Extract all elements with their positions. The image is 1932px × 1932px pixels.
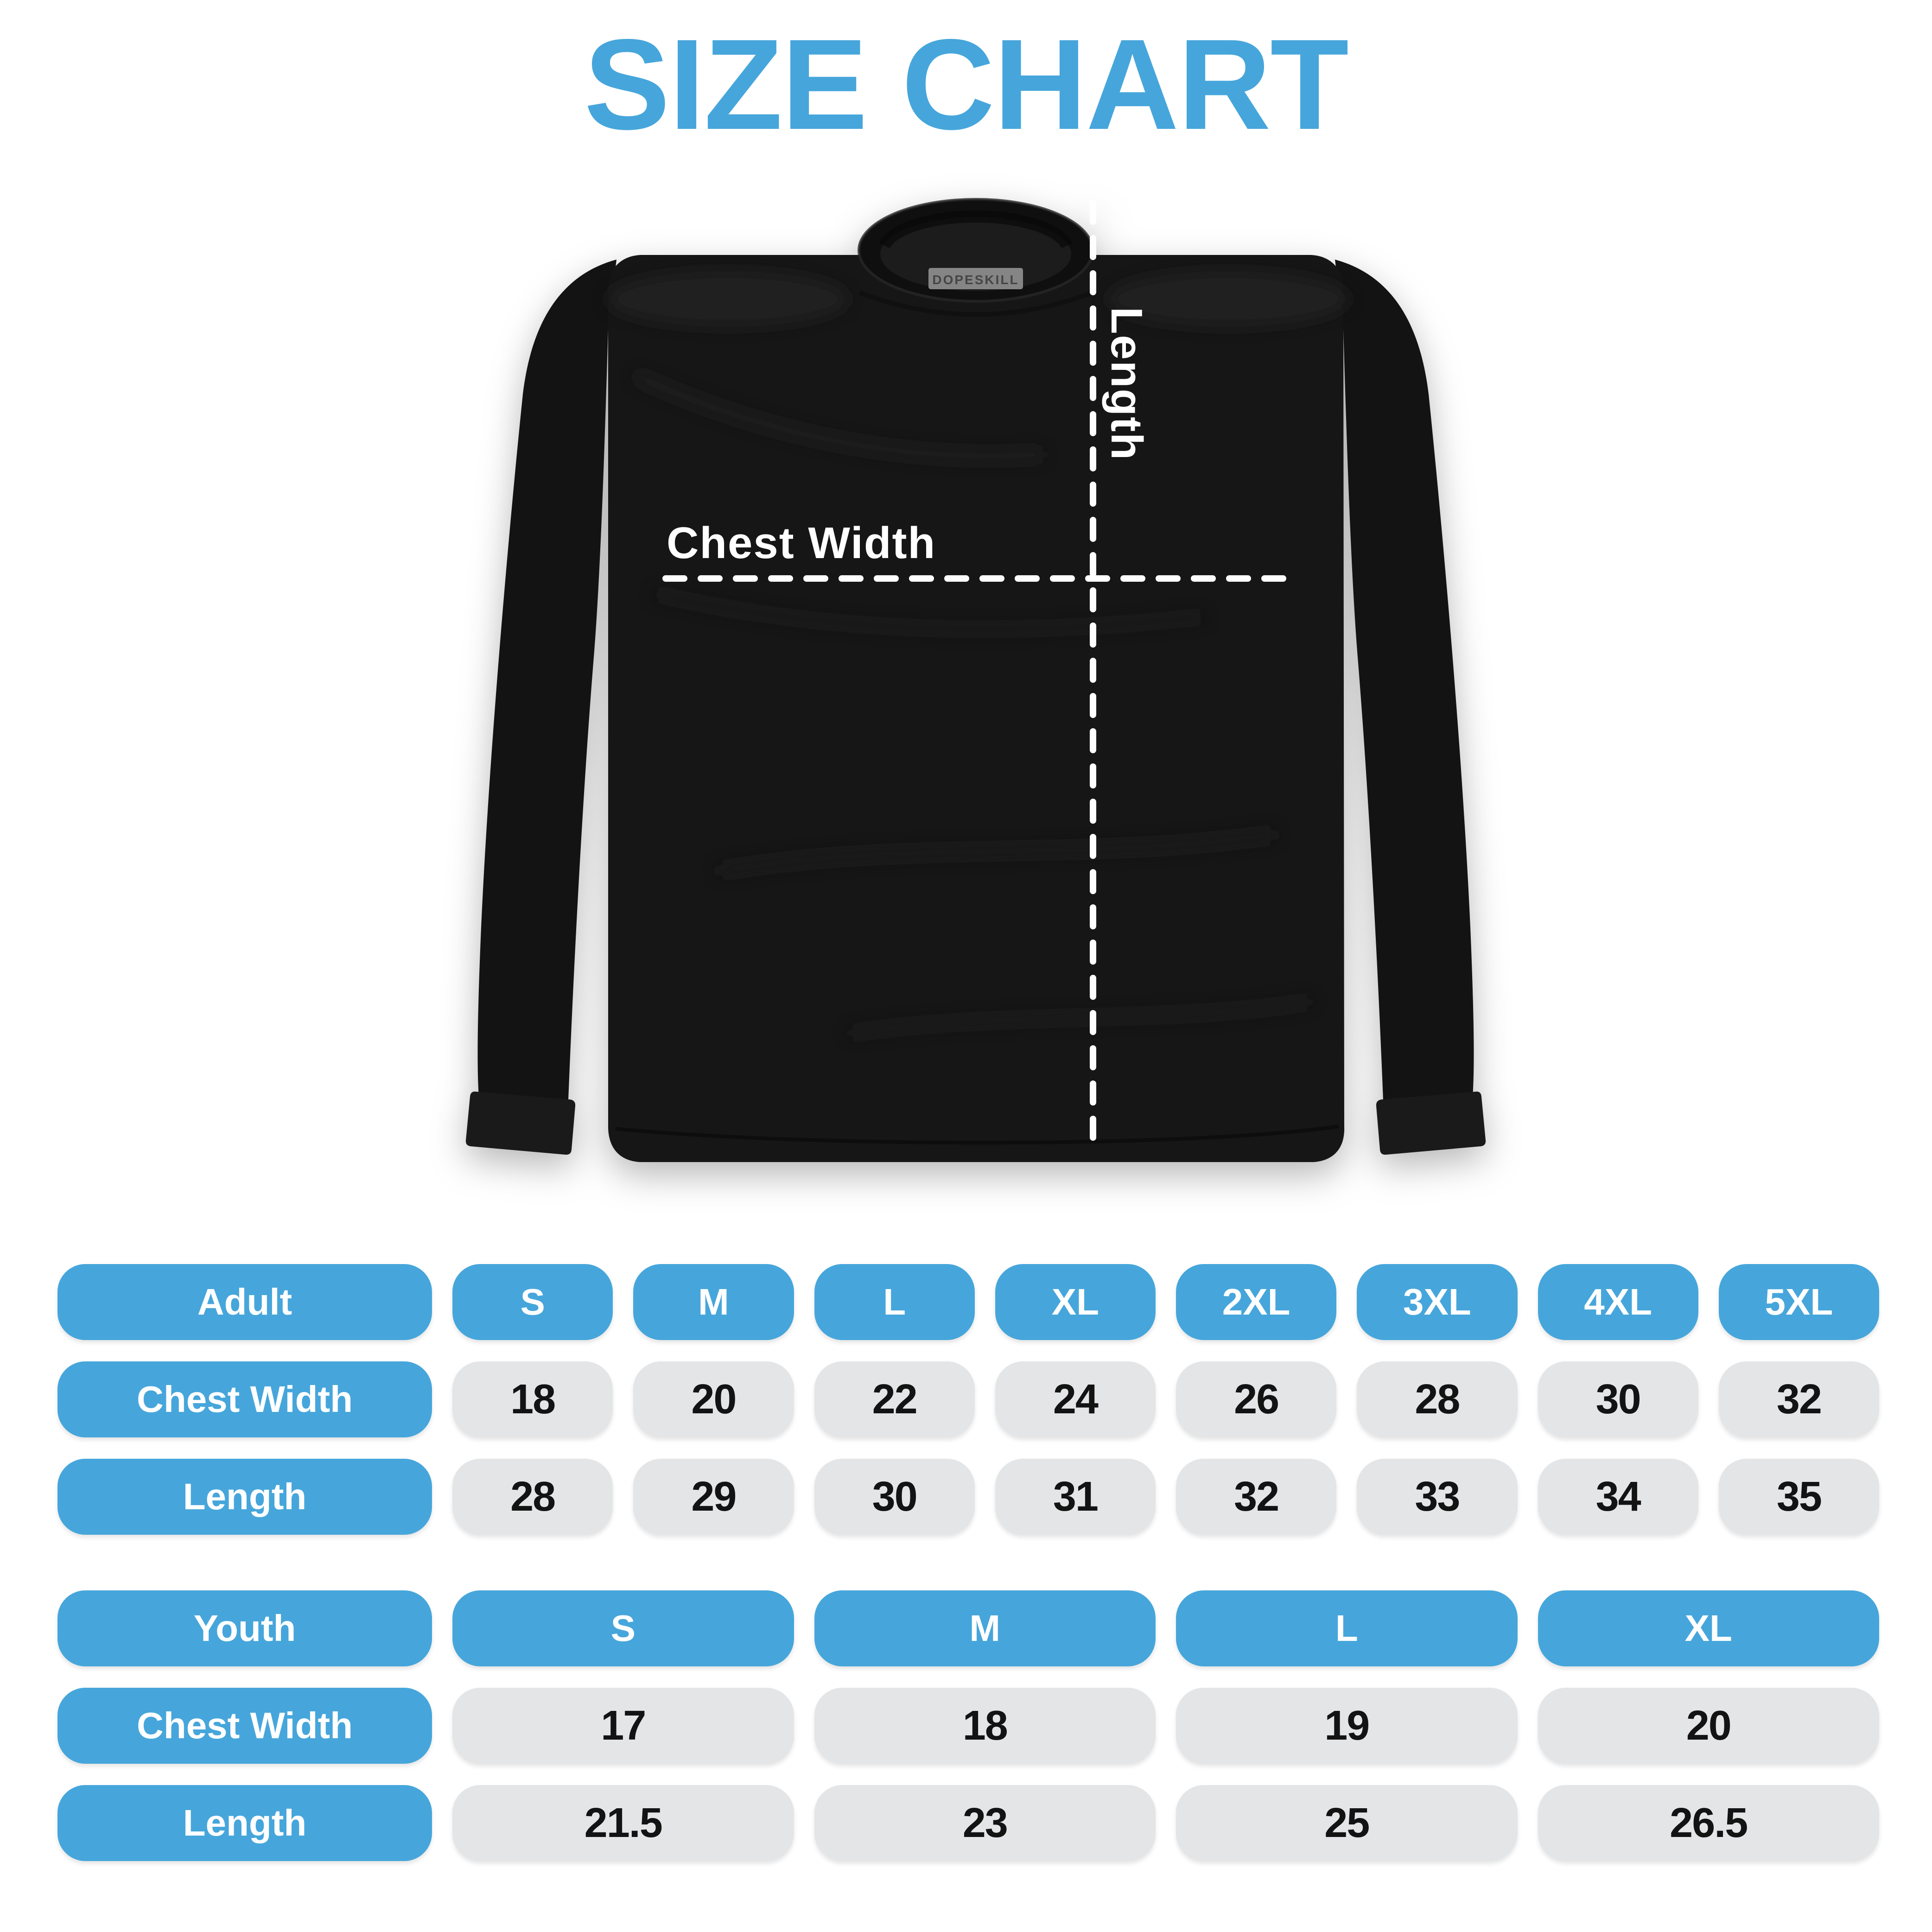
value-cell: 22 [814, 1361, 975, 1437]
shirt-image: DOPESKILL Chest Width Length [394, 176, 1553, 1261]
value-cell: 20 [1538, 1688, 1879, 1764]
adult-header-cell: S [452, 1264, 613, 1340]
shirt-wrinkles [607, 271, 1349, 1039]
value-cell: 31 [995, 1459, 1156, 1535]
brand-label: DOPESKILL [932, 273, 1019, 287]
value-cell: 21.5 [452, 1785, 794, 1861]
row-label-cell: Length [57, 1785, 432, 1861]
value-cell: 20 [633, 1361, 794, 1437]
row-label-cell: Length [57, 1459, 432, 1535]
value-cell: 29 [633, 1459, 794, 1535]
chest-width-label: Chest Width [667, 518, 936, 568]
youth-header-cell: M [814, 1590, 1156, 1666]
adult-header-row: Adult S M L XL 2XL 3XL 4XL 5XL [57, 1264, 1879, 1340]
value-cell: 24 [995, 1361, 1156, 1437]
row-label-cell: Chest Width [57, 1688, 432, 1764]
youth-header-cell: S [452, 1590, 794, 1666]
youth-header-cell: XL [1538, 1590, 1879, 1666]
value-cell: 23 [814, 1785, 1156, 1861]
value-cell: 26 [1176, 1361, 1337, 1437]
adult-length-row: Length 28 29 30 31 32 33 34 35 [57, 1459, 1879, 1535]
value-cell: 35 [1718, 1459, 1879, 1535]
brand-label-box [928, 268, 1023, 289]
shirt-illustration: DOPESKILL Chest Width Length [465, 198, 1486, 1162]
shirt-hem-stitch [615, 1125, 1339, 1145]
adult-header-cell: 4XL [1538, 1264, 1698, 1340]
value-cell: 17 [452, 1688, 794, 1764]
value-cell: 25 [1176, 1785, 1518, 1861]
shirt-right-sleeve [1335, 260, 1486, 1155]
value-cell: 33 [1357, 1459, 1518, 1535]
value-cell: 28 [1357, 1361, 1518, 1437]
adult-header-cell: 3XL [1357, 1264, 1518, 1340]
value-cell: 18 [814, 1688, 1156, 1764]
adult-header-cell: 2XL [1176, 1264, 1337, 1340]
shirt-body [608, 255, 1345, 1162]
value-cell: 28 [452, 1459, 613, 1535]
youth-chest-width-row: Chest Width 17 18 19 20 [57, 1688, 1879, 1764]
shirt-collar: DOPESKILL [858, 198, 1094, 317]
measurement-overlay: Chest Width Length [662, 200, 1289, 1155]
youth-header-row: Youth S M L XL [57, 1590, 1879, 1666]
length-label: Length [1102, 307, 1151, 461]
youth-header-cell: Youth [57, 1590, 432, 1666]
value-cell: 30 [814, 1459, 975, 1535]
value-cell: 26.5 [1538, 1785, 1879, 1861]
value-cell: 32 [1718, 1361, 1879, 1437]
youth-header-cell: L [1176, 1590, 1518, 1666]
value-cell: 32 [1176, 1459, 1337, 1535]
adult-header-cell: XL [995, 1264, 1156, 1340]
adult-header-cell: 5XL [1718, 1264, 1879, 1340]
adult-header-cell: M [633, 1264, 794, 1340]
adult-chest-width-row: Chest Width 18 20 22 24 26 28 30 32 [57, 1361, 1879, 1437]
adult-header-cell: L [814, 1264, 975, 1340]
youth-length-row: Length 21.5 23 25 26.5 [57, 1785, 1879, 1861]
table-gap [57, 1556, 1879, 1590]
adult-header-cell: Adult [57, 1264, 432, 1340]
value-cell: 18 [452, 1361, 613, 1437]
row-label-cell: Chest Width [57, 1361, 432, 1437]
page-title: SIZE CHART [584, 12, 1349, 156]
value-cell: 30 [1538, 1361, 1698, 1437]
shirt-left-sleeve [465, 260, 616, 1155]
value-cell: 19 [1176, 1688, 1518, 1764]
value-cell: 34 [1538, 1459, 1698, 1535]
size-tables: Adult S M L XL 2XL 3XL 4XL 5XL Chest Wid… [57, 1264, 1879, 1882]
